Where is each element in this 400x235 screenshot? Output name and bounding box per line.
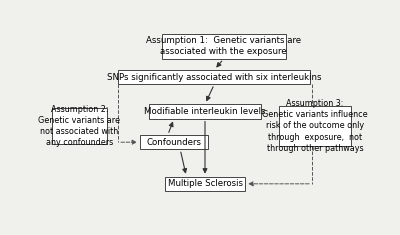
FancyBboxPatch shape [149,104,261,119]
FancyBboxPatch shape [165,176,245,191]
Text: Modifiable interleukin levels: Modifiable interleukin levels [144,107,266,116]
Text: Multiple Sclerosis: Multiple Sclerosis [168,179,242,188]
FancyBboxPatch shape [162,34,286,59]
FancyBboxPatch shape [118,70,310,84]
FancyBboxPatch shape [52,108,106,144]
Text: SNPs significantly associated with six interleukins: SNPs significantly associated with six i… [107,73,322,82]
FancyBboxPatch shape [140,135,208,149]
Text: Assumption 1:  Genetic variants are
associated with the exposure: Assumption 1: Genetic variants are assoc… [146,36,301,56]
FancyBboxPatch shape [279,106,352,146]
Text: Assumption 3:
Genetic variants influence
risk of the outcome only
through  expos: Assumption 3: Genetic variants influence… [262,99,368,153]
Text: Confounders: Confounders [146,138,202,147]
Text: Assumption 2:
Genetic variants are
not associated with
any confounders: Assumption 2: Genetic variants are not a… [38,105,120,147]
